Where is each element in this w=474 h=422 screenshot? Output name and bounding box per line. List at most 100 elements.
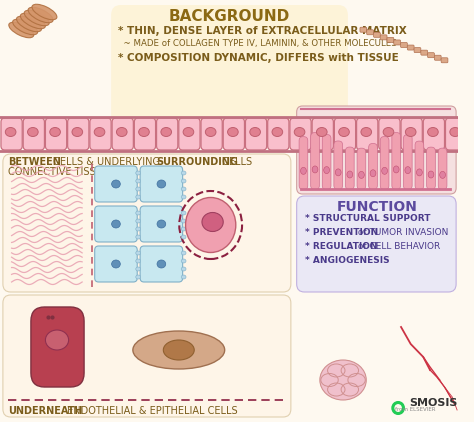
Ellipse shape [13, 19, 37, 35]
Ellipse shape [202, 213, 223, 232]
Ellipse shape [181, 259, 186, 263]
Ellipse shape [117, 127, 127, 136]
Ellipse shape [181, 195, 186, 199]
FancyBboxPatch shape [290, 118, 311, 150]
Ellipse shape [320, 360, 366, 400]
FancyBboxPatch shape [374, 32, 380, 37]
Text: CELLS: CELLS [219, 157, 253, 167]
FancyBboxPatch shape [379, 118, 400, 150]
FancyBboxPatch shape [369, 143, 377, 189]
Ellipse shape [358, 171, 365, 179]
Ellipse shape [136, 235, 141, 239]
Ellipse shape [383, 127, 394, 136]
Ellipse shape [440, 171, 446, 179]
FancyBboxPatch shape [441, 58, 448, 63]
FancyBboxPatch shape [380, 137, 389, 189]
Text: * PREVENTION: * PREVENTION [305, 228, 379, 237]
FancyBboxPatch shape [23, 118, 45, 150]
Ellipse shape [347, 171, 353, 178]
Text: * ANGIOGENESIS: * ANGIOGENESIS [305, 256, 390, 265]
FancyBboxPatch shape [299, 137, 308, 189]
Text: UNDERNEATH: UNDERNEATH [8, 406, 82, 416]
Ellipse shape [450, 127, 460, 136]
Text: * STRUCTURAL SUPPORT: * STRUCTURAL SUPPORT [305, 214, 431, 223]
FancyBboxPatch shape [415, 141, 424, 189]
Ellipse shape [324, 167, 329, 173]
FancyBboxPatch shape [360, 27, 367, 32]
Text: * REGULATION: * REGULATION [305, 242, 378, 251]
FancyBboxPatch shape [1, 118, 22, 150]
Ellipse shape [161, 127, 172, 136]
Ellipse shape [361, 127, 372, 136]
Ellipse shape [335, 169, 341, 176]
Ellipse shape [94, 127, 105, 136]
FancyBboxPatch shape [95, 166, 137, 202]
FancyBboxPatch shape [95, 206, 137, 242]
Ellipse shape [181, 171, 186, 175]
Text: of CELL BEHAVIOR: of CELL BEHAVIOR [355, 242, 440, 251]
FancyBboxPatch shape [297, 196, 456, 292]
Ellipse shape [181, 187, 186, 191]
FancyBboxPatch shape [356, 118, 378, 150]
Ellipse shape [312, 166, 318, 173]
FancyBboxPatch shape [438, 148, 447, 189]
Ellipse shape [111, 220, 120, 228]
Text: BACKGROUND: BACKGROUND [168, 9, 290, 24]
FancyBboxPatch shape [140, 246, 182, 282]
Ellipse shape [111, 180, 120, 188]
FancyBboxPatch shape [246, 118, 267, 150]
Ellipse shape [428, 127, 438, 136]
FancyBboxPatch shape [134, 118, 155, 150]
Ellipse shape [136, 171, 141, 175]
Ellipse shape [136, 211, 141, 215]
Ellipse shape [20, 13, 46, 29]
Ellipse shape [5, 127, 16, 136]
Ellipse shape [136, 251, 141, 255]
Ellipse shape [183, 127, 194, 136]
FancyBboxPatch shape [201, 118, 222, 150]
FancyBboxPatch shape [394, 40, 401, 45]
Ellipse shape [181, 275, 186, 279]
Text: * THIN, DENSE LAYER of EXTRACELLULAR MATRIX: * THIN, DENSE LAYER of EXTRACELLULAR MAT… [118, 26, 407, 36]
Text: * COMPOSITION DYNAMIC, DIFFERS with TISSUE: * COMPOSITION DYNAMIC, DIFFERS with TISS… [118, 53, 399, 63]
Ellipse shape [46, 330, 69, 350]
FancyBboxPatch shape [434, 55, 441, 60]
Text: BETWEEN: BETWEEN [8, 157, 61, 167]
Ellipse shape [136, 219, 141, 223]
Ellipse shape [157, 260, 166, 268]
Ellipse shape [339, 127, 349, 136]
Ellipse shape [428, 171, 434, 178]
Ellipse shape [133, 331, 225, 369]
Ellipse shape [136, 227, 141, 231]
Ellipse shape [136, 275, 141, 279]
Ellipse shape [181, 251, 186, 255]
Ellipse shape [9, 22, 34, 38]
Ellipse shape [136, 267, 141, 271]
FancyBboxPatch shape [428, 53, 434, 58]
FancyBboxPatch shape [111, 5, 348, 127]
Ellipse shape [50, 127, 60, 136]
FancyBboxPatch shape [223, 118, 245, 150]
FancyBboxPatch shape [322, 135, 331, 189]
FancyBboxPatch shape [387, 38, 394, 42]
Ellipse shape [417, 169, 422, 176]
Ellipse shape [181, 179, 186, 183]
Ellipse shape [370, 170, 376, 177]
FancyBboxPatch shape [179, 118, 200, 150]
Ellipse shape [301, 168, 306, 174]
FancyBboxPatch shape [446, 118, 467, 150]
FancyBboxPatch shape [421, 50, 428, 55]
FancyBboxPatch shape [414, 48, 421, 53]
Ellipse shape [139, 127, 149, 136]
FancyBboxPatch shape [357, 148, 366, 189]
FancyBboxPatch shape [112, 118, 133, 150]
Ellipse shape [157, 180, 166, 188]
FancyBboxPatch shape [3, 154, 291, 292]
Ellipse shape [136, 259, 141, 263]
Ellipse shape [185, 197, 236, 252]
FancyBboxPatch shape [427, 147, 435, 189]
Text: from ELSEVIER: from ELSEVIER [395, 407, 436, 412]
FancyBboxPatch shape [156, 118, 178, 150]
FancyBboxPatch shape [403, 135, 412, 189]
FancyBboxPatch shape [401, 43, 407, 48]
